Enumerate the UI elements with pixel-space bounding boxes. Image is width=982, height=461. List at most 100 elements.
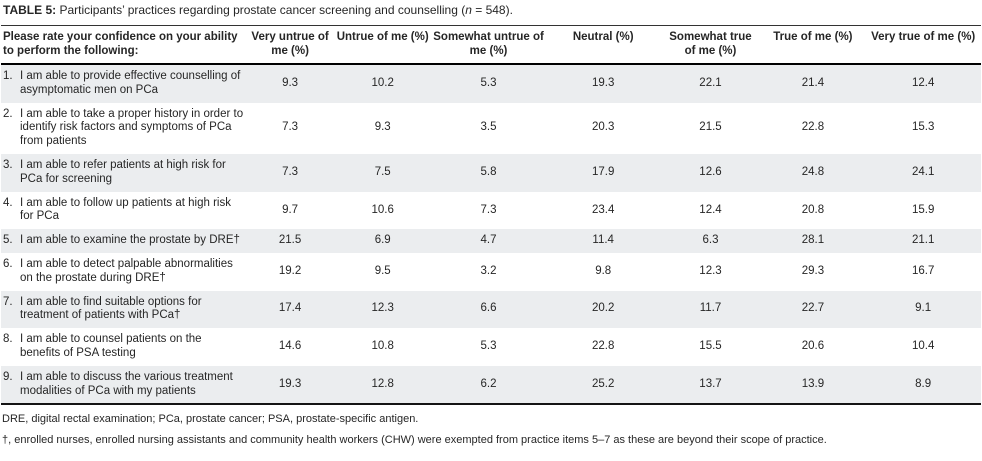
item-number: 2. (3, 107, 13, 120)
value-cell: 21.5 (699, 121, 722, 134)
value-cell: 3.5 (480, 121, 497, 134)
value-cell: 10.2 (334, 64, 432, 103)
column-header-neutral: Neutral (%) (545, 26, 661, 66)
value-cell: 3.2 (480, 264, 497, 277)
value-cell: 4.7 (431, 229, 546, 253)
value-cell: 7.3 (480, 203, 497, 216)
value-cell: 22.7 (760, 290, 866, 329)
column-header-very-true: Very true of me (%) (865, 26, 981, 66)
value-cell: 12.4 (699, 203, 722, 216)
table-row-1: 1. I am able to provide effective counsel… (1, 64, 981, 103)
table-row-8: 8. I am able to counsel patients on the b… (1, 328, 981, 366)
column-header-untrue: Untrue of me (%) (334, 26, 432, 66)
value-cell: 19.2 (278, 264, 302, 277)
table-caption-label: TABLE 5: (3, 3, 57, 17)
value-cell: 9.3 (374, 121, 391, 134)
column-header-question: Please rate your confidence on your abil… (1, 26, 246, 66)
value-cell: 8.9 (865, 365, 981, 406)
value-cell: 20.6 (801, 340, 825, 353)
value-cell: 25.2 (545, 365, 661, 406)
value-cell: 6.3 (660, 229, 761, 253)
value-cell: 7.5 (334, 154, 432, 192)
value-cell: 17.4 (246, 290, 335, 329)
value-cell: 15.3 (911, 121, 935, 134)
item-text: I am able to examine the prostate by DRE… (20, 234, 240, 247)
value-cell: 13.9 (760, 365, 866, 406)
value-cell: 22.8 (591, 340, 615, 353)
column-header-true: True of me (%) (760, 26, 866, 66)
value-cell: 22.1 (660, 64, 761, 103)
value-cell: 10.4 (911, 340, 935, 353)
value-cell: 12.8 (334, 365, 432, 406)
value-cell: 28.1 (760, 229, 866, 253)
header-row: Please rate your confidence on your abil… (1, 26, 981, 66)
table-row-5: 5. I am able to examine the prostate by D… (1, 229, 981, 253)
item-number: 7. (3, 295, 13, 308)
value-cell: 5.3 (480, 340, 497, 353)
value-cell: 11.7 (660, 290, 761, 329)
value-cell: 21.4 (760, 64, 866, 103)
value-cell: 9.8 (595, 264, 612, 277)
value-cell: 9.1 (865, 290, 981, 329)
value-cell: 23.4 (591, 203, 615, 216)
value-cell: 10.6 (371, 203, 394, 216)
value-cell: 20.8 (801, 203, 825, 216)
value-cell: 17.9 (545, 154, 661, 192)
value-cell: 15.9 (911, 203, 935, 216)
table-caption-tail: = 548). (471, 3, 513, 17)
value-cell: 14.6 (278, 340, 302, 353)
value-cell: 12.4 (865, 64, 981, 103)
table-row-9: 9. I am able to discuss the various treat… (1, 365, 981, 406)
value-cell: 21.5 (246, 229, 335, 253)
value-cell: 29.3 (801, 264, 825, 277)
footnote-dagger-exemption: †, enrolled nurses, enrolled nursing ass… (2, 434, 827, 447)
value-cell: 12.3 (699, 264, 722, 277)
value-cell: 6.2 (431, 365, 546, 406)
value-cell: 6.6 (431, 290, 546, 329)
value-cell: 19.3 (246, 365, 335, 406)
value-cell: 20.2 (545, 290, 661, 329)
practices-table: Please rate your confidence on your abil… (1, 26, 981, 406)
item-text: I am able to find suitable options for t… (20, 295, 202, 322)
item-text: I am able to counsel patients on the ben… (20, 333, 202, 359)
table-row-4: 4. I am able to follow up patients at hig… (1, 192, 981, 230)
item-number: 3. (3, 159, 13, 172)
value-cell: 7.3 (282, 121, 299, 134)
value-cell: 9.7 (282, 203, 299, 216)
value-cell: 9.5 (374, 264, 391, 277)
table-caption: TABLE 5: Participants’ practices regardi… (1, 2, 981, 26)
value-cell: 12.6 (660, 154, 761, 192)
value-cell: 19.3 (545, 64, 661, 103)
value-cell: 12.3 (334, 290, 432, 329)
table-row-6: 6. I am able to detect palpable abnormali… (1, 253, 981, 291)
item-text: I am able to take a proper history in or… (20, 107, 244, 148)
item-number: 8. (3, 333, 13, 346)
value-cell: 11.4 (545, 229, 661, 253)
item-number: 5. (3, 234, 13, 247)
value-cell: 9.3 (246, 64, 335, 103)
value-cell: 24.8 (760, 154, 866, 192)
value-cell: 7.3 (246, 154, 335, 192)
item-text: I am able to detect palpable abnormaliti… (20, 258, 233, 284)
table-footnotes: DRE, digital rectal examination; PCa, pr… (1, 405, 981, 448)
item-number: 6. (3, 258, 13, 270)
value-cell: 24.1 (865, 154, 981, 192)
item-number: 9. (3, 370, 13, 383)
footnote-abbreviations: DRE, digital rectal examination; PCa, pr… (2, 413, 419, 426)
item-text: I am able to follow up patients at high … (20, 196, 231, 223)
table-row-2: 2. I am able to take a proper history in … (1, 103, 981, 154)
item-text: I am able to refer patients at high risk… (20, 159, 226, 185)
column-header-somewhat-untrue: Somewhat untrue of me (%) (431, 26, 546, 66)
value-cell: 22.8 (801, 121, 825, 134)
value-cell: 5.3 (431, 64, 546, 103)
table-row-7: 7. I am able to find suitable options for… (1, 290, 981, 329)
item-number: 4. (3, 196, 13, 209)
table-row-3: 3. I am able to refer patients at high ri… (1, 154, 981, 192)
value-cell: 10.8 (371, 340, 394, 353)
value-cell: 6.9 (334, 229, 432, 253)
column-header-somewhat-true: Somewhat true of me (%) (660, 26, 761, 66)
value-cell: 21.1 (865, 229, 981, 253)
value-cell: 5.8 (431, 154, 546, 192)
column-header-very-untrue: Very untrue of me (%) (246, 26, 335, 66)
